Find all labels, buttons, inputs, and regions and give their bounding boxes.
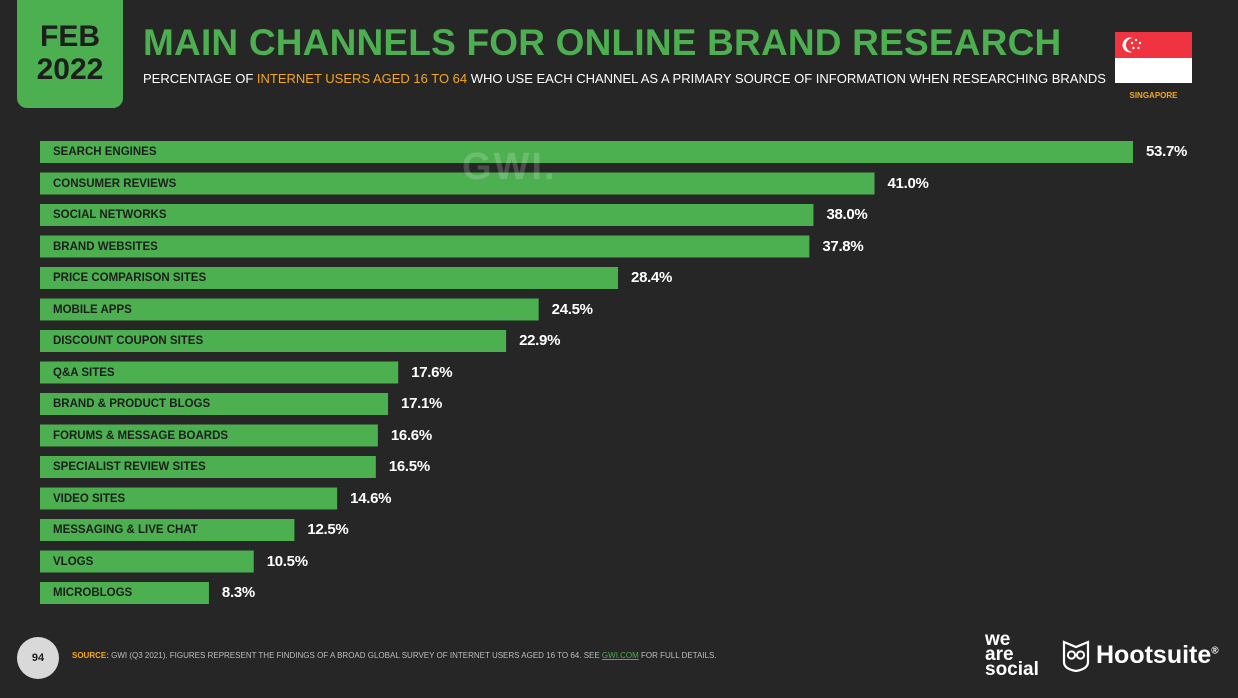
- source-end: FOR FULL DETAILS.: [638, 651, 717, 660]
- bar-2: [40, 172, 875, 195]
- page-title: MAIN CHANNELS FOR ONLINE BRAND RESEARCH: [143, 22, 1062, 63]
- source-note: SOURCE: GWI (Q3 2021). FIGURES REPRESENT…: [72, 651, 717, 660]
- category-label: BRAND & PRODUCT BLOGS: [53, 398, 211, 410]
- category-label: CONSUMER REVIEWS: [53, 177, 177, 190]
- bar-15: [40, 582, 209, 604]
- value-label: 53.7%: [1146, 143, 1188, 160]
- bar-12: [40, 487, 338, 510]
- category-label: SPECIALIST REVIEW SITES: [53, 461, 206, 473]
- subtitle-start: PERCENTAGE OF: [143, 71, 257, 86]
- category-label: VLOGS: [53, 555, 94, 568]
- value-label: 38.0%: [826, 206, 868, 223]
- category-label: MOBILE APPS: [53, 303, 132, 316]
- bar-7: [40, 330, 507, 352]
- category-label: PRICE COMPARISON SITES: [53, 272, 207, 284]
- category-label: DISCOUNT COUPON SITES: [53, 335, 204, 347]
- singapore-flag-icon: [1115, 32, 1192, 83]
- bar-9: [40, 393, 389, 415]
- subtitle-end: WHO USE EACH CHANNEL AS A PRIMARY SOURCE…: [467, 71, 1106, 86]
- value-label: 16.6%: [390, 426, 432, 444]
- value-label: 41.0%: [887, 174, 929, 192]
- date-month: FEB: [40, 20, 100, 53]
- source-link[interactable]: GWI.COM: [601, 651, 639, 660]
- category-label: VIDEO SITES: [53, 492, 126, 505]
- date-year: 2022: [36, 53, 104, 86]
- hootsuite-owl-icon: [1062, 640, 1090, 672]
- category-label: SEARCH ENGINES: [53, 146, 157, 158]
- category-label: Q&A SITES: [53, 366, 115, 379]
- country-label: SINGAPORE: [1129, 91, 1178, 100]
- bar-1: [40, 141, 1133, 163]
- value-label: 22.9%: [519, 332, 561, 349]
- source-label: SOURCE:: [72, 651, 109, 660]
- value-label: 8.3%: [221, 584, 255, 601]
- bar-6: [40, 298, 539, 321]
- category-label: FORUMS & MESSAGE BOARDS: [53, 429, 229, 442]
- value-label: 10.5%: [266, 552, 308, 570]
- bar-10: [40, 424, 378, 447]
- bar-4: [40, 235, 810, 258]
- value-label: 14.6%: [350, 489, 392, 507]
- date-badge: FEB 2022: [17, 0, 123, 108]
- bar-13: [40, 519, 295, 541]
- value-label: 17.1%: [401, 395, 443, 412]
- hootsuite-logo: Hootsuite®: [1096, 641, 1219, 669]
- value-label: 28.4%: [631, 269, 673, 286]
- bar-8: [40, 361, 399, 384]
- value-label: 17.6%: [411, 363, 453, 381]
- category-label: SOCIAL NETWORKS: [53, 209, 167, 221]
- bar-3: [40, 204, 814, 226]
- source-text: GWI (Q3 2021). FIGURES REPRESENT THE FIN…: [108, 651, 602, 660]
- value-label: 12.5%: [307, 521, 349, 538]
- category-label: MICROBLOGS: [53, 587, 133, 599]
- bar-11: [40, 456, 376, 478]
- bar-5: [40, 267, 619, 289]
- value-label: 24.5%: [551, 300, 593, 318]
- page-number: 94: [17, 637, 59, 679]
- value-label: 37.8%: [822, 237, 864, 255]
- page-subtitle: PERCENTAGE OF INTERNET USERS AGED 16 TO …: [143, 71, 1106, 86]
- gwi-watermark: GWI.: [462, 146, 557, 188]
- category-label: BRAND WEBSITES: [53, 240, 158, 253]
- bar-14: [40, 550, 254, 573]
- category-label: MESSAGING & LIVE CHAT: [53, 524, 198, 536]
- subtitle-highlight: INTERNET USERS AGED 16 TO 64: [256, 71, 468, 86]
- value-label: 16.5%: [388, 458, 430, 475]
- we-are-social-logo: we are social: [985, 629, 1039, 680]
